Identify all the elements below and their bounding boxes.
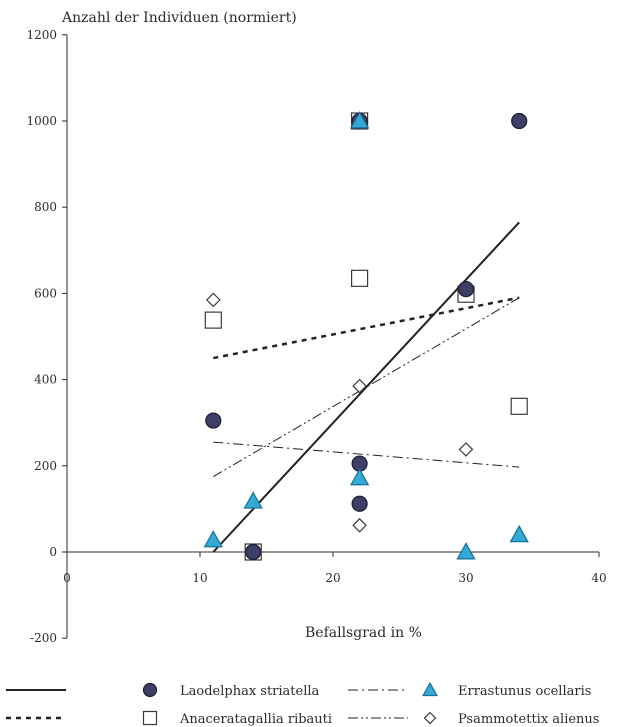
y-tick-label: 1200 [26,28,57,42]
data-point-diamond [458,442,474,457]
legend-marker-square [142,710,158,726]
y-axis-title: Anzahl der Individuen (normiert) [61,10,297,26]
legend-marker-triangle [422,681,438,697]
x-tick-label: 0 [63,571,71,585]
x-axis-title: Befallsgrad in % [305,625,422,641]
y-tick-label: 400 [34,373,57,387]
legend-label: Laodelphax striatella [180,684,320,699]
x-tick-label: 30 [458,571,473,585]
legend-label: Anaceratagallia ribauti [179,712,332,727]
y-tick-label: 0 [49,545,57,559]
axes: -200 0 200 400 600 800 1000 1200 0 10 20 30 40 [26,28,606,645]
legend: Laodelphax striatella Errastunus ocellari… [6,681,599,727]
data-point-triangle [349,468,370,486]
legend-label: Psammotettix alienus [458,712,599,727]
data-point-circle [245,543,262,561]
y-tick-label: 600 [34,286,57,300]
data-point-circle [457,280,475,298]
data-points [203,111,529,561]
y-tick-label: -200 [30,631,57,645]
trend-line-1 [212,221,520,553]
y-tick-label: 200 [34,459,57,473]
data-point-triangle [509,524,529,543]
x-tick-label: 10 [192,571,207,585]
trend-line-4 [213,297,520,478]
data-point-diamond [352,517,367,533]
trend-line-2 [213,296,520,360]
data-point-triangle [243,491,263,509]
data-point-triangle [456,542,476,560]
trend-lines [212,221,520,553]
y-tick-label: 800 [34,200,57,214]
data-point-diamond [352,378,367,394]
y-tick-label: 1000 [26,114,57,128]
data-point-square [510,397,528,415]
data-point-circle [205,412,222,429]
data-point-diamond [205,292,221,308]
x-tick-label: 40 [591,571,606,585]
trend-line-3 [213,441,520,468]
data-point-circle [351,495,368,512]
legend-label: Errastunus ocellaris [458,684,591,699]
x-tick-label: 20 [325,571,340,585]
legend-marker-circle [142,682,158,698]
legend-marker-diamond [423,711,437,725]
data-point-triangle [203,530,223,548]
data-point-square [351,269,369,287]
data-point-square [204,311,222,329]
data-point-circle [511,112,528,130]
data-point-triangle [349,111,370,129]
